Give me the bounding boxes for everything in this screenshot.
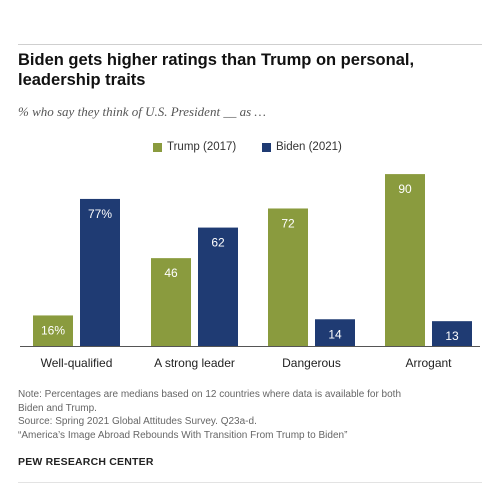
top-divider xyxy=(18,44,482,45)
bottom-divider xyxy=(18,482,482,483)
bar-trump-well-qualified xyxy=(33,315,73,346)
org-name: PEW RESEARCH CENTER xyxy=(18,456,154,468)
category-label: Dangerous xyxy=(282,356,341,370)
data-label: 46 xyxy=(164,266,178,280)
data-label: 13 xyxy=(445,329,459,343)
source-text: Source: Spring 2021 Global Attitudes Sur… xyxy=(18,416,257,427)
category-label: A strong leader xyxy=(154,356,235,370)
legend-item-biden: Biden (2021) xyxy=(262,141,342,153)
data-label: 77% xyxy=(88,207,112,221)
legend-item-trump: Trump (2017) xyxy=(153,141,236,153)
bar-trump-arrogant xyxy=(385,174,425,346)
bar-biden-dangerous xyxy=(315,319,355,346)
bar-chart: 16% 77% Well-qualified 46 62 A strong leader 7… xyxy=(20,174,480,370)
chart-notes: Note: Percentages are medians based on 1… xyxy=(18,388,488,442)
bar-biden-a-strong-leader xyxy=(198,227,238,346)
data-label: 14 xyxy=(328,327,342,341)
bar-trump-a-strong-leader xyxy=(151,258,191,346)
bar-biden-well-qualified xyxy=(80,198,120,346)
category-label: Well-qualified xyxy=(41,356,113,370)
bar-trump-dangerous xyxy=(268,208,308,346)
legend-swatch-biden xyxy=(262,142,271,152)
report-title: “America’s Image Abroad Rebounds With Tr… xyxy=(18,429,348,441)
legend-label-biden: Biden (2021) xyxy=(276,141,342,153)
note-text-line1: Note: Percentages are medians based on 1… xyxy=(18,389,402,400)
category-label: Arrogant xyxy=(405,356,452,370)
note-text-line2: Biden and Trump. xyxy=(18,402,97,414)
legend-swatch-trump xyxy=(153,142,162,152)
data-label: 90 xyxy=(398,182,412,196)
data-label: 16% xyxy=(41,323,65,337)
legend-label-trump: Trump (2017) xyxy=(167,141,237,153)
data-label: 62 xyxy=(211,236,225,250)
chart-subtitle: % who say they think of U.S. President _… xyxy=(18,104,266,119)
chart-title: Biden gets higher ratings than Trump on … xyxy=(18,51,415,89)
bar-biden-arrogant xyxy=(432,321,472,346)
data-label: 72 xyxy=(281,216,295,230)
